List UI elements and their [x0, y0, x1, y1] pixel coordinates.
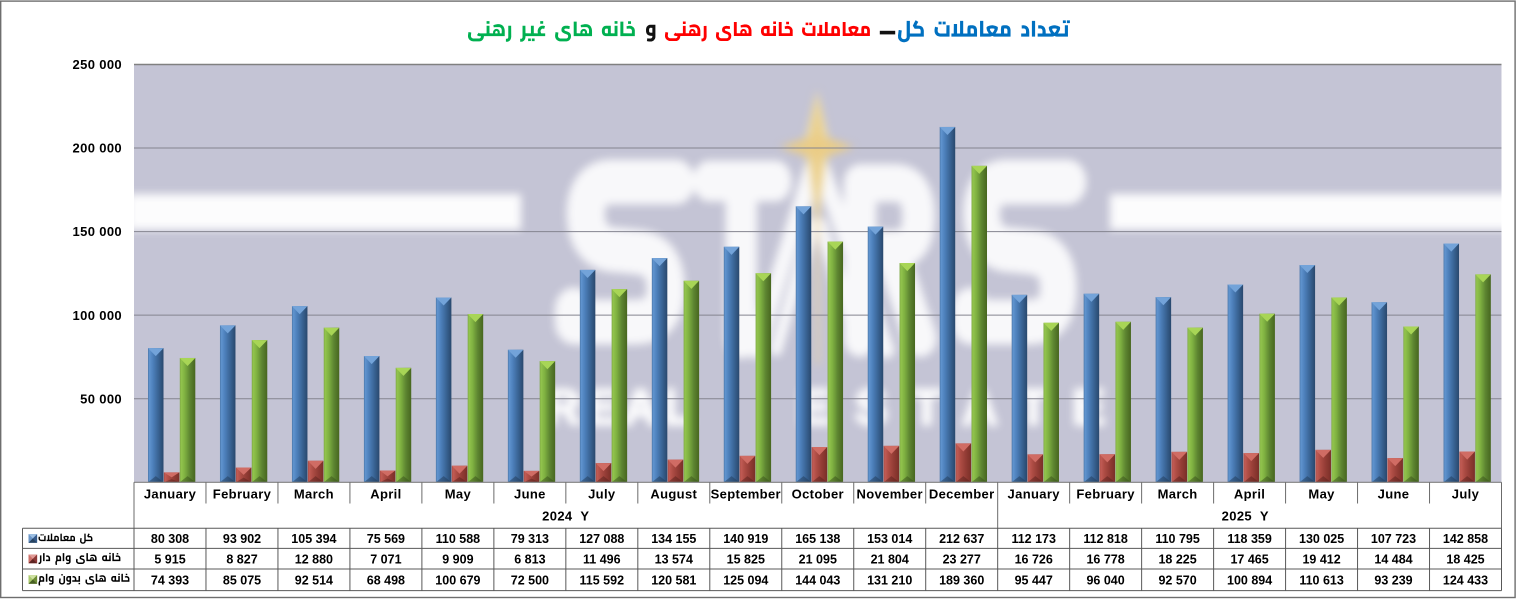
svg-text:150 000: 150 000 — [73, 224, 122, 239]
svg-text:100 894: 100 894 — [1227, 573, 1272, 587]
svg-text:March: March — [294, 486, 334, 501]
svg-text:July: July — [588, 486, 616, 501]
svg-text:127 088: 127 088 — [579, 532, 624, 546]
svg-text:200 000: 200 000 — [73, 141, 122, 156]
svg-text:85 075: 85 075 — [223, 573, 261, 587]
svg-text:92 514: 92 514 — [295, 573, 333, 587]
svg-text:130 025: 130 025 — [1299, 532, 1344, 546]
svg-text:June: June — [1378, 486, 1410, 501]
svg-text:250 000: 250 000 — [73, 57, 122, 72]
svg-text:February: February — [213, 486, 272, 501]
svg-text:December: December — [929, 486, 995, 501]
svg-text:105 394: 105 394 — [291, 532, 336, 546]
svg-text:115 592: 115 592 — [580, 573, 625, 587]
svg-text:125 094: 125 094 — [723, 573, 768, 587]
svg-text:74 393: 74 393 — [151, 573, 189, 587]
svg-text:79 313: 79 313 — [511, 532, 549, 546]
svg-text:189 360: 189 360 — [939, 573, 984, 587]
svg-text:134 155: 134 155 — [651, 532, 696, 546]
svg-text:October: October — [792, 486, 844, 501]
svg-text:140 919: 140 919 — [723, 532, 768, 546]
svg-text:May: May — [1308, 486, 1335, 501]
svg-text:124 433: 124 433 — [1443, 573, 1488, 587]
svg-text:May: May — [445, 486, 472, 501]
svg-text:100 679: 100 679 — [435, 573, 480, 587]
svg-text:April: April — [1234, 486, 1265, 501]
svg-text:92 570: 92 570 — [1158, 573, 1196, 587]
svg-text:November: November — [857, 486, 923, 501]
svg-text:110 613: 110 613 — [1299, 573, 1344, 587]
svg-text:8 827: 8 827 — [226, 552, 257, 566]
svg-text:19 412: 19 412 — [1302, 552, 1340, 566]
svg-text:9 909: 9 909 — [442, 552, 473, 566]
svg-text:95 447: 95 447 — [1015, 573, 1053, 587]
svg-text:16 726: 16 726 — [1015, 552, 1053, 566]
svg-text:131 210: 131 210 — [867, 573, 912, 587]
svg-text:68 498: 68 498 — [367, 573, 405, 587]
svg-text:September: September — [711, 486, 781, 501]
svg-text:23 277: 23 277 — [943, 552, 981, 566]
svg-text:21 804: 21 804 — [871, 552, 909, 566]
svg-text:72 500: 72 500 — [511, 573, 549, 587]
svg-text:February: February — [1076, 486, 1135, 501]
svg-text:January: January — [1008, 486, 1061, 501]
svg-text:93 239: 93 239 — [1374, 573, 1412, 587]
svg-text:12 880: 12 880 — [295, 552, 333, 566]
svg-text:165 138: 165 138 — [795, 532, 840, 546]
svg-text:120 581: 120 581 — [651, 573, 696, 587]
svg-text:18 225: 18 225 — [1158, 552, 1196, 566]
svg-text:100 000: 100 000 — [73, 308, 122, 323]
svg-text:80 308: 80 308 — [151, 532, 189, 546]
svg-text:2024 Y: 2024 Y — [542, 509, 589, 524]
svg-text:6 813: 6 813 — [514, 552, 545, 566]
svg-text:April: April — [370, 486, 401, 501]
svg-text:118 359: 118 359 — [1227, 532, 1272, 546]
svg-text:21 095: 21 095 — [799, 552, 837, 566]
svg-text:17 465: 17 465 — [1230, 552, 1268, 566]
svg-text:March: March — [1158, 486, 1198, 501]
svg-text:153 014: 153 014 — [867, 532, 912, 546]
svg-text:14 484: 14 484 — [1374, 552, 1412, 566]
svg-text:112 818: 112 818 — [1083, 532, 1128, 546]
svg-text:107 723: 107 723 — [1371, 532, 1416, 546]
svg-text:11 496: 11 496 — [583, 552, 621, 566]
svg-text:112 173: 112 173 — [1011, 532, 1056, 546]
svg-text:July: July — [1452, 486, 1480, 501]
svg-text:5 915: 5 915 — [154, 552, 185, 566]
svg-text:18 425: 18 425 — [1446, 552, 1484, 566]
svg-text:144 043: 144 043 — [795, 573, 840, 587]
svg-text:2025 Y: 2025 Y — [1222, 509, 1269, 524]
svg-text:August: August — [650, 486, 697, 501]
svg-text:110 588: 110 588 — [436, 532, 481, 546]
svg-text:January: January — [144, 486, 197, 501]
svg-text:7 071: 7 071 — [370, 552, 401, 566]
svg-text:212 637: 212 637 — [939, 532, 984, 546]
svg-text:93 902: 93 902 — [223, 532, 261, 546]
svg-text:96 040: 96 040 — [1086, 573, 1124, 587]
svg-text:75 569: 75 569 — [367, 532, 405, 546]
svg-text:13 574: 13 574 — [655, 552, 693, 566]
svg-text:15 825: 15 825 — [727, 552, 765, 566]
svg-text:16 778: 16 778 — [1086, 552, 1124, 566]
svg-text:June: June — [514, 486, 546, 501]
svg-text:142 858: 142 858 — [1443, 532, 1488, 546]
svg-text:50 000: 50 000 — [80, 391, 122, 406]
svg-text:110 795: 110 795 — [1155, 532, 1200, 546]
